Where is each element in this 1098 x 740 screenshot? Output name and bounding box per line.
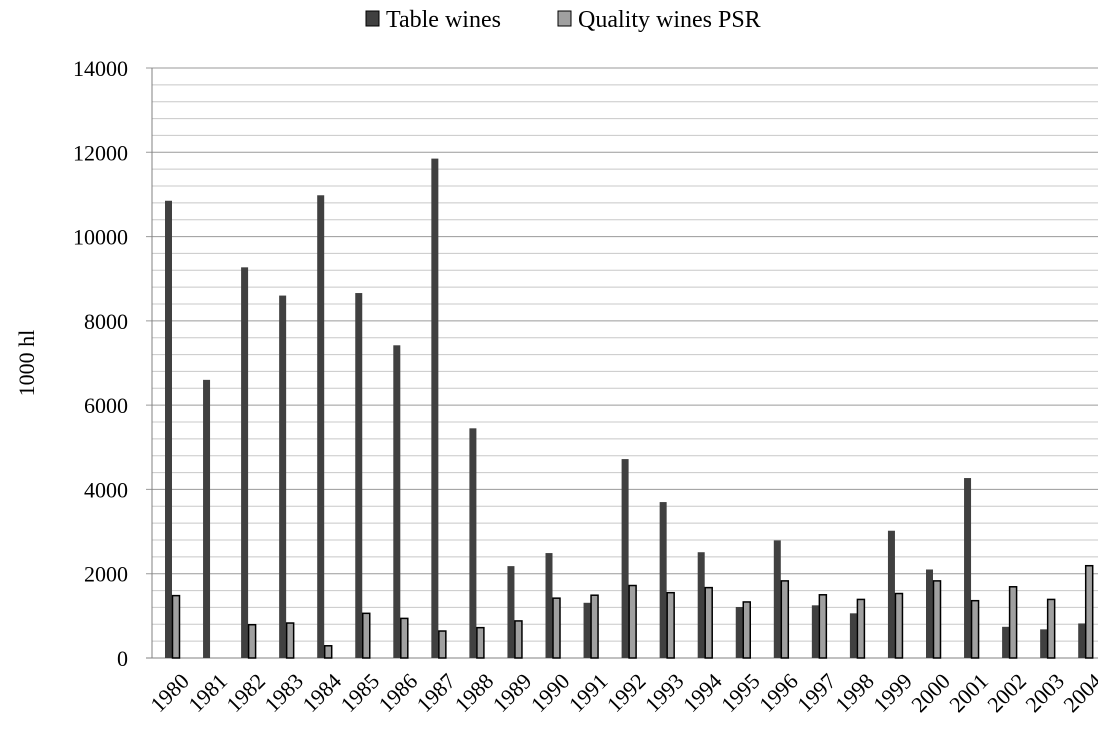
bar-table-wines-1994 — [697, 552, 705, 658]
x-tick-label: 1983 — [259, 668, 308, 717]
bar-quality-wines-1999 — [894, 592, 904, 659]
legend-label-table-wines: Table wines — [386, 7, 501, 33]
bar-quality-wines-1991 — [590, 594, 599, 659]
bar-table-wines-1990 — [545, 553, 553, 658]
y-axis-title: 1000 hl — [14, 330, 39, 397]
bar-quality-wines-1987 — [438, 630, 447, 659]
bar-table-wines-1986 — [393, 345, 401, 658]
bar-quality-wines-2002 — [1008, 586, 1018, 659]
x-tick-label: 1996 — [754, 668, 803, 717]
bar-table-wines-1992 — [621, 459, 629, 658]
bar-quality-wines-1998 — [856, 598, 866, 659]
bar-table-wines-1989 — [507, 566, 515, 658]
bar-quality-wines-1993 — [666, 591, 675, 659]
bar-table-wines-1987 — [431, 158, 439, 658]
bar-table-wines-2003 — [1040, 629, 1048, 658]
bar-table-wines-2001 — [964, 478, 972, 658]
bar-quality-wines-2003 — [1046, 598, 1056, 659]
bar-table-wines-2004 — [1078, 623, 1086, 658]
bar-table-wines-1982 — [241, 267, 249, 658]
bar-quality-wines-1982 — [247, 623, 257, 659]
y-tick-label: 14000 — [73, 56, 128, 81]
y-tick-label: 10000 — [73, 225, 128, 250]
x-tick-label: 1992 — [602, 668, 651, 717]
bar-table-wines-2002 — [1002, 626, 1010, 658]
x-tick-label: 2001 — [944, 668, 993, 717]
x-tick-label: 2004 — [1058, 668, 1098, 717]
x-tick-label: 1997 — [792, 668, 841, 717]
bar-quality-wines-1995 — [742, 601, 751, 659]
x-tick-label: 1994 — [678, 668, 727, 717]
bar-quality-wines-1985 — [362, 612, 371, 659]
bar-quality-wines-1980 — [171, 594, 181, 659]
bar-table-wines-1997 — [811, 605, 819, 658]
x-tick-label: 1986 — [373, 668, 422, 717]
x-tick-label: 1982 — [221, 668, 270, 717]
bar-quality-wines-1992 — [628, 584, 637, 659]
x-tick-label: 2000 — [906, 668, 955, 717]
bar-table-wines-1991 — [583, 602, 591, 658]
x-tick-label: 1981 — [183, 668, 232, 717]
x-tick-label: 1987 — [412, 668, 461, 717]
bar-table-wines-1985 — [355, 293, 363, 658]
legend-label-quality-wines: Quality wines PSR — [578, 7, 761, 33]
bar-table-wines-1993 — [659, 502, 667, 658]
bar-table-wines-1988 — [469, 428, 477, 658]
bar-table-wines-1984 — [317, 195, 325, 658]
y-tick-label: 6000 — [84, 393, 128, 418]
bar-quality-wines-1994 — [704, 586, 713, 659]
x-tick-label: 1984 — [297, 668, 346, 717]
y-tick-label: 0 — [117, 646, 128, 671]
bar-quality-wines-1996 — [780, 580, 790, 659]
x-tick-label: 1990 — [526, 668, 575, 717]
x-tick-label: 1980 — [145, 668, 194, 717]
bar-table-wines-1996 — [773, 540, 781, 658]
bar-table-wines-1998 — [849, 613, 857, 658]
x-tick-label: 2002 — [982, 668, 1031, 717]
bar-table-wines-1983 — [279, 295, 287, 658]
bar-table-wines-1980 — [165, 200, 172, 658]
x-tick-label: 1988 — [450, 668, 499, 717]
bar-table-wines-1995 — [735, 607, 743, 658]
y-tick-label: 12000 — [73, 140, 128, 165]
bar-quality-wines-1986 — [400, 617, 409, 659]
y-tick-label: 8000 — [84, 309, 128, 334]
bar-quality-wines-1984 — [323, 645, 333, 659]
legend-swatch-table-wines — [365, 10, 380, 27]
x-tick-label: 1991 — [564, 668, 613, 717]
bar-layer — [165, 158, 1094, 659]
bar-quality-wines-1988 — [476, 626, 485, 659]
bar-quality-wines-1983 — [285, 622, 295, 659]
bar-quality-wines-1990 — [552, 597, 561, 659]
bar-quality-wines-2001 — [970, 599, 980, 659]
bar-table-wines-2000 — [926, 569, 933, 658]
bar-quality-wines-2004 — [1084, 564, 1094, 659]
bar-table-wines-1981 — [203, 379, 211, 658]
y-tick-label: 4000 — [84, 477, 128, 502]
legend-swatch-quality-wines — [557, 10, 572, 27]
bar-quality-wines-1997 — [818, 594, 828, 659]
bar-quality-wines-1989 — [514, 620, 523, 659]
x-tick-label: 1985 — [335, 668, 384, 717]
bar-table-wines-1999 — [887, 530, 895, 658]
x-tick-label: 1999 — [868, 668, 917, 717]
y-tick-label: 2000 — [84, 562, 128, 587]
x-tick-label: 2003 — [1020, 668, 1069, 717]
x-tick-label: 1993 — [640, 668, 689, 717]
x-tick-label: 1998 — [830, 668, 879, 717]
x-tick-label: 1995 — [716, 668, 765, 717]
x-tick-label: 1989 — [488, 668, 537, 717]
legend: Table wines Quality wines PSR — [365, 7, 761, 33]
bar-quality-wines-2000 — [932, 580, 942, 659]
